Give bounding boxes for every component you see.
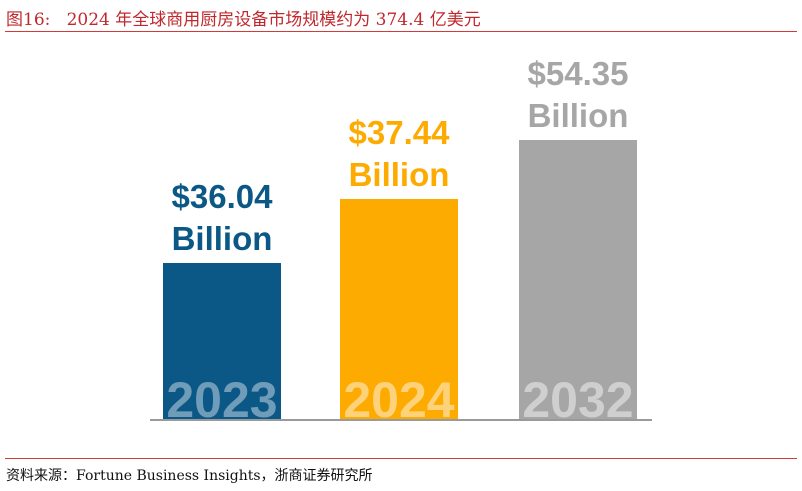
figure-title: 图16: 2024 年全球商用厨房设备市场规模约为 374.4 亿美元 xyxy=(6,10,481,30)
data-label-amount: $54.35 xyxy=(528,55,629,92)
category-label: 2024 xyxy=(343,372,454,428)
source-divider xyxy=(5,458,797,459)
data-label-unit: Billion xyxy=(172,220,273,257)
source-note: 资料来源：Fortune Business Insights，浙商证券研究所 xyxy=(6,468,373,484)
category-label: 2032 xyxy=(522,372,633,428)
bar-2024 xyxy=(340,199,458,419)
data-label-amount: $37.44 xyxy=(349,114,451,151)
data-label-unit: Billion xyxy=(349,156,450,193)
data-label-amount: $36.04 xyxy=(172,178,274,215)
category-label: 2023 xyxy=(166,372,277,428)
bar-2023 xyxy=(163,263,281,419)
bar-2032 xyxy=(519,140,637,419)
title-divider xyxy=(5,31,797,32)
data-label-unit: Billion xyxy=(528,97,629,134)
